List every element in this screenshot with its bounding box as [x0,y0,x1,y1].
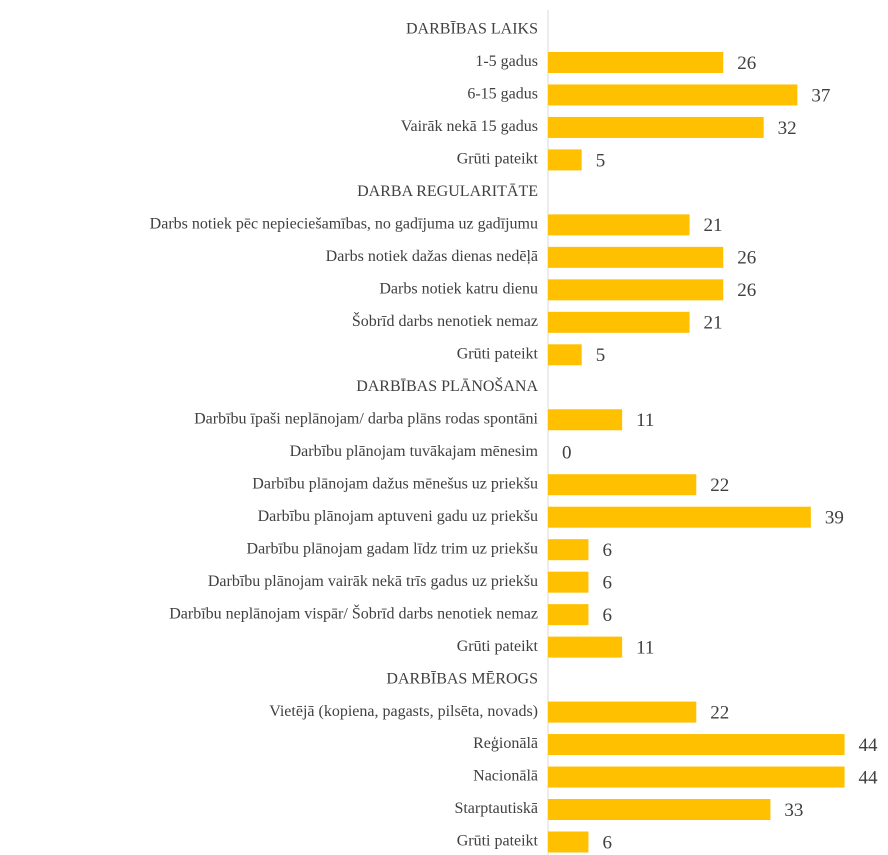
bar [548,539,589,561]
category-label: DARBĪBAS MĒROGS [386,670,538,687]
bar [548,474,697,496]
category-label: Nacionālā [473,768,538,785]
category-label: DARBĪBAS LAIKS [406,21,538,38]
bar [548,799,771,821]
category-label: Darbību plānojam dažus mēnešus uz priekš… [252,475,538,492]
bar [548,149,582,171]
value-label: 22 [710,702,729,723]
category-label: DARBA REGULARITĀTE [357,183,538,200]
value-label: 6 [602,540,612,561]
value-label: 0 [562,443,572,464]
value-label: 33 [784,800,803,821]
value-label: 44 [859,735,879,756]
value-label: 21 [704,313,723,334]
bar [548,571,589,593]
category-label: Grūti pateikt [457,638,539,655]
category-label: Šobrīd darbs nenotiek nemaz [352,311,538,330]
value-label: 5 [596,150,606,171]
value-label: 11 [636,410,654,431]
category-label: Darbību plānojam gadam līdz trim uz prie… [247,540,538,557]
bar [548,701,697,723]
category-label: Darbību īpaši neplānojam/ darba plāns ro… [194,410,538,427]
value-label: 37 [811,85,830,106]
value-label: 5 [596,345,606,366]
value-label: 26 [737,53,756,74]
category-label: Darbs notiek katru dienu [379,281,538,298]
value-label: 6 [602,832,612,853]
category-label: Grūti pateikt [457,345,539,362]
value-label: 6 [602,605,612,626]
value-label: 22 [710,475,729,496]
category-label: Darbs notiek dažas dienas nedēļā [326,248,538,265]
value-label: 11 [636,637,654,658]
category-label: Grūti pateikt [457,833,539,850]
category-label: 1-5 gadus [475,53,538,70]
bar [548,246,724,268]
bar [548,734,845,756]
category-label: Vietējā (kopiena, pagasts, pilsēta, nova… [269,703,538,720]
category-label: Darbību plānojam aptuveni gadu uz priekš… [258,508,538,525]
bar [548,636,623,658]
bar [548,831,589,853]
bar [548,344,582,366]
value-label: 26 [737,280,756,301]
category-label: Starptautiskā [454,800,538,817]
bar [548,311,690,333]
bar [548,214,690,236]
bar [548,279,724,301]
category-label: Reģionālā [473,735,538,752]
bar [548,116,764,138]
category-label: DARBĪBAS PLĀNOŠANA [356,376,538,395]
value-label: 26 [737,248,756,269]
value-label: 6 [602,573,612,594]
value-label: 39 [825,508,844,529]
bar [548,506,811,528]
bar [548,766,845,788]
value-label: 32 [778,118,797,139]
bar [548,51,724,73]
category-label: 6-15 gadus [467,86,538,103]
category-label: Darbību neplānojam vispār/ Šobrīd darbs … [169,603,538,622]
value-label: 44 [859,767,879,788]
category-label: Grūti pateikt [457,151,539,168]
category-label: Darbību plānojam tuvākajam mēnesim [290,443,539,460]
category-label: Vairāk nekā 15 gadus [401,118,538,135]
value-label: 21 [704,215,723,236]
bar [548,409,623,431]
bar [548,604,589,626]
category-label: Darbību plānojam vairāk nekā trīs gadus … [208,573,538,590]
category-label: Darbs notiek pēc nepieciešamības, no gad… [150,216,538,233]
bar [548,84,798,106]
